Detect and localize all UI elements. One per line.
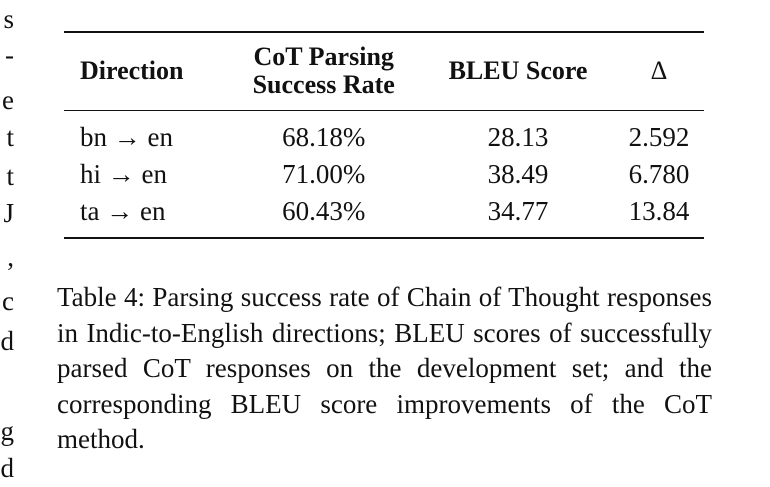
left-fragment: c bbox=[2, 286, 14, 316]
table-row: bn → en 68.18% 28.13 2.592 bbox=[64, 111, 704, 157]
header-bleu-score: BLEU Score bbox=[448, 56, 588, 85]
results-table-container: Direction CoT Parsing Success Rate BLEU … bbox=[64, 31, 704, 239]
cell-delta: 2.592 bbox=[628, 122, 690, 152]
header-cot-success-rate: CoT Parsing Success Rate bbox=[225, 32, 421, 111]
results-table: Direction CoT Parsing Success Rate BLEU … bbox=[64, 31, 704, 239]
left-fragment: g bbox=[0, 416, 15, 446]
cell-success-rate: 68.18% bbox=[282, 122, 366, 152]
cell-delta: 6.780 bbox=[628, 159, 690, 189]
left-fragment: J bbox=[3, 198, 14, 228]
cell-bleu: 38.49 bbox=[487, 159, 549, 189]
header-cot-line2: Success Rate bbox=[252, 70, 395, 99]
cell-direction: ta → en bbox=[80, 196, 166, 226]
left-fragment: d bbox=[0, 453, 15, 483]
cell-bleu: 34.77 bbox=[487, 196, 549, 226]
cell-delta: 13.84 bbox=[628, 196, 690, 226]
left-fragment: - bbox=[5, 40, 14, 70]
left-column-fragments: s - e t t J , c d g d bbox=[0, 0, 18, 487]
cell-direction: hi → en bbox=[80, 159, 167, 189]
left-fragment: , bbox=[7, 242, 14, 272]
table-header-row: Direction CoT Parsing Success Rate BLEU … bbox=[64, 32, 704, 111]
cell-success-rate: 60.43% bbox=[282, 196, 366, 226]
left-fragment: t bbox=[6, 161, 14, 191]
left-fragment: d bbox=[0, 326, 15, 356]
header-direction: Direction bbox=[80, 56, 184, 85]
cell-success-rate: 71.00% bbox=[282, 159, 366, 189]
cell-direction: bn → en bbox=[80, 122, 173, 152]
table-row: hi → en 71.00% 38.49 6.780 bbox=[64, 156, 704, 193]
table-caption: Table 4: Parsing success rate of Chain o… bbox=[57, 282, 712, 454]
table-row: ta → en 60.43% 34.77 13.84 bbox=[64, 193, 704, 238]
left-fragment: s bbox=[3, 4, 14, 34]
left-fragment: t bbox=[6, 122, 14, 152]
header-cot-line1: CoT Parsing bbox=[253, 42, 394, 71]
cell-bleu: 28.13 bbox=[487, 122, 549, 152]
header-delta: Δ bbox=[650, 56, 668, 85]
left-fragment: e bbox=[2, 85, 14, 115]
